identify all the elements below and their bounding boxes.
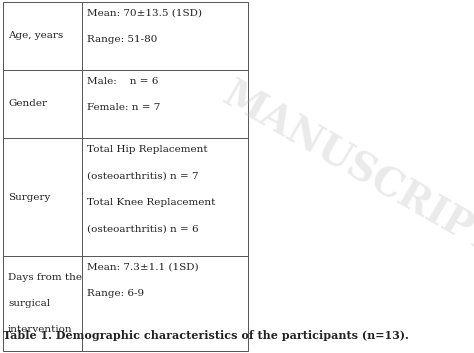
Text: MANUSCRIPT: MANUSCRIPT bbox=[216, 76, 474, 264]
Text: Surgery: Surgery bbox=[8, 192, 50, 202]
Text: Male:    n = 6

Female: n = 7: Male: n = 6 Female: n = 7 bbox=[87, 77, 160, 112]
Text: Days from the

surgical

intervention: Days from the surgical intervention bbox=[8, 273, 82, 334]
Text: Mean: 7.3±1.1 (1SD)

Range: 6-9: Mean: 7.3±1.1 (1SD) Range: 6-9 bbox=[87, 263, 199, 298]
Text: Table 1. Demographic characteristics of the participants (n=13).: Table 1. Demographic characteristics of … bbox=[3, 330, 409, 341]
Text: Total Hip Replacement

(osteoarthritis) n = 7

Total Knee Replacement

(osteoart: Total Hip Replacement (osteoarthritis) n… bbox=[87, 145, 215, 233]
Text: Mean: 70±13.5 (1SD)

Range: 51-80: Mean: 70±13.5 (1SD) Range: 51-80 bbox=[87, 9, 202, 44]
Text: Age, years: Age, years bbox=[8, 31, 63, 41]
Text: Gender: Gender bbox=[8, 100, 47, 108]
Bar bbox=[3, 2, 248, 351]
